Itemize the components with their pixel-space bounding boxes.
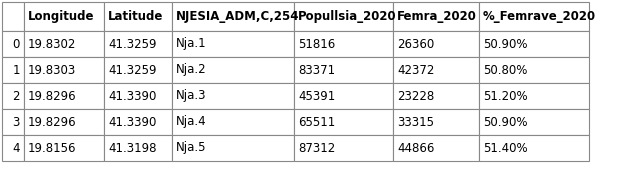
Bar <box>104 2 172 31</box>
Text: 26360: 26360 <box>397 37 434 51</box>
Text: 33315: 33315 <box>397 116 434 128</box>
Bar <box>104 57 172 83</box>
Text: 41.3390: 41.3390 <box>108 89 156 103</box>
Bar <box>172 57 294 83</box>
Text: 19.8296: 19.8296 <box>28 116 77 128</box>
Text: %_Femrave_2020: %_Femrave_2020 <box>483 10 596 23</box>
Bar <box>172 83 294 109</box>
Bar <box>294 31 393 57</box>
Text: Femra_2020: Femra_2020 <box>397 10 477 23</box>
Text: Nja.1: Nja.1 <box>176 37 206 51</box>
Text: Nja.5: Nja.5 <box>176 142 206 155</box>
Text: 87312: 87312 <box>298 142 335 155</box>
Text: 44866: 44866 <box>397 142 434 155</box>
Bar <box>393 83 479 109</box>
Text: Latitude: Latitude <box>108 10 163 23</box>
Bar <box>294 83 393 109</box>
Bar <box>479 135 589 161</box>
Text: Nja.4: Nja.4 <box>176 116 206 128</box>
Bar <box>393 2 479 31</box>
Text: 41.3390: 41.3390 <box>108 116 156 128</box>
Text: 45391: 45391 <box>298 89 335 103</box>
Bar <box>172 2 294 31</box>
Bar <box>24 57 104 83</box>
Text: 41.3198: 41.3198 <box>108 142 156 155</box>
Bar <box>479 2 589 31</box>
Bar <box>479 31 589 57</box>
Text: NJESIA_ADM,C,254: NJESIA_ADM,C,254 <box>176 10 299 23</box>
Text: Longitude: Longitude <box>28 10 94 23</box>
Text: 65511: 65511 <box>298 116 335 128</box>
Bar <box>2 2 24 31</box>
Bar <box>294 109 393 135</box>
Bar <box>479 57 589 83</box>
Bar <box>104 83 172 109</box>
Bar <box>393 135 479 161</box>
Text: 51816: 51816 <box>298 37 335 51</box>
Bar <box>2 57 24 83</box>
Text: 50.80%: 50.80% <box>483 64 527 76</box>
Bar <box>2 31 24 57</box>
Text: 51.20%: 51.20% <box>483 89 528 103</box>
Text: 19.8303: 19.8303 <box>28 64 76 76</box>
Bar <box>2 83 24 109</box>
Text: 19.8296: 19.8296 <box>28 89 77 103</box>
Bar <box>2 109 24 135</box>
Text: 83371: 83371 <box>298 64 335 76</box>
Text: Nja.2: Nja.2 <box>176 64 206 76</box>
Text: 51.40%: 51.40% <box>483 142 528 155</box>
Text: 3: 3 <box>13 116 20 128</box>
Bar <box>393 31 479 57</box>
Text: 19.8156: 19.8156 <box>28 142 77 155</box>
Text: 4: 4 <box>13 142 20 155</box>
Bar <box>172 135 294 161</box>
Text: 50.90%: 50.90% <box>483 37 527 51</box>
Bar <box>172 109 294 135</box>
Text: 42372: 42372 <box>397 64 434 76</box>
Text: 0: 0 <box>13 37 20 51</box>
Bar <box>104 135 172 161</box>
Bar <box>172 31 294 57</box>
Bar <box>24 135 104 161</box>
Bar <box>24 2 104 31</box>
Bar <box>294 57 393 83</box>
Bar <box>24 31 104 57</box>
Bar <box>24 83 104 109</box>
Text: 50.90%: 50.90% <box>483 116 527 128</box>
Bar <box>24 109 104 135</box>
Text: 41.3259: 41.3259 <box>108 37 156 51</box>
Bar <box>393 57 479 83</box>
Text: 19.8302: 19.8302 <box>28 37 77 51</box>
Text: Popullsia_2020: Popullsia_2020 <box>298 10 397 23</box>
Bar <box>479 83 589 109</box>
Text: Nja.3: Nja.3 <box>176 89 206 103</box>
Text: 41.3259: 41.3259 <box>108 64 156 76</box>
Text: 2: 2 <box>13 89 20 103</box>
Bar <box>479 109 589 135</box>
Bar <box>294 135 393 161</box>
Text: 23228: 23228 <box>397 89 434 103</box>
Bar <box>104 31 172 57</box>
Bar <box>2 135 24 161</box>
Bar <box>393 109 479 135</box>
Bar <box>104 109 172 135</box>
Text: 1: 1 <box>13 64 20 76</box>
Bar <box>294 2 393 31</box>
